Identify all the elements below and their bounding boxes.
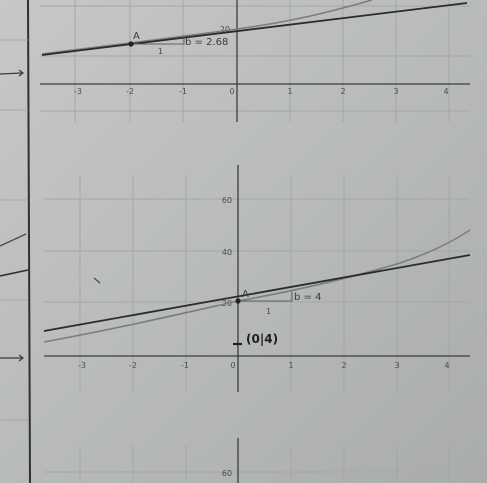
graph-2-x-tick: -2 (129, 361, 137, 370)
graph-1-x-tick: -1 (179, 87, 187, 96)
graph-1-slope-label: b = 2.68 (185, 37, 228, 48)
graph-1-x-tick: -3 (74, 87, 82, 96)
graph-1-x-tick: 3 (393, 87, 398, 96)
graph-2-x-tick: 1 (288, 361, 293, 370)
graph-2-x-tick: 0 (230, 361, 235, 370)
graph-1-x-tick: -2 (126, 87, 134, 96)
graph-1-point-label: A (133, 31, 140, 42)
graph-2-slope-label: b = 4 (294, 292, 321, 303)
graph-1-x-tick: 2 (340, 87, 345, 96)
graph-2-run-label: 1 (266, 307, 271, 316)
graph-1-x-tick: 0 (229, 87, 234, 96)
graph-2-x-tick: -3 (78, 361, 86, 370)
graph-1-run-label: 1 (158, 47, 163, 56)
graph-1-x-tick: 4 (443, 87, 448, 96)
graph-3-y-tick: 60 (222, 469, 232, 478)
graph-2-handwritten-note: (0|4) (246, 332, 278, 346)
graph-2-x-tick: 4 (444, 361, 449, 370)
graph-2-x-tick: -1 (181, 361, 189, 370)
graph-1-point-a (128, 41, 133, 46)
graph-2-x-tick: 2 (341, 361, 346, 370)
graph-2-x-tick: 3 (394, 361, 399, 370)
graph-2-point-a (235, 298, 240, 303)
graph-2-y-tick: 60 (222, 196, 232, 205)
graph-2-y-tick: 40 (222, 248, 232, 257)
graph-1-x-tick: 1 (287, 87, 292, 96)
graph-2-point-label: A (242, 289, 249, 300)
